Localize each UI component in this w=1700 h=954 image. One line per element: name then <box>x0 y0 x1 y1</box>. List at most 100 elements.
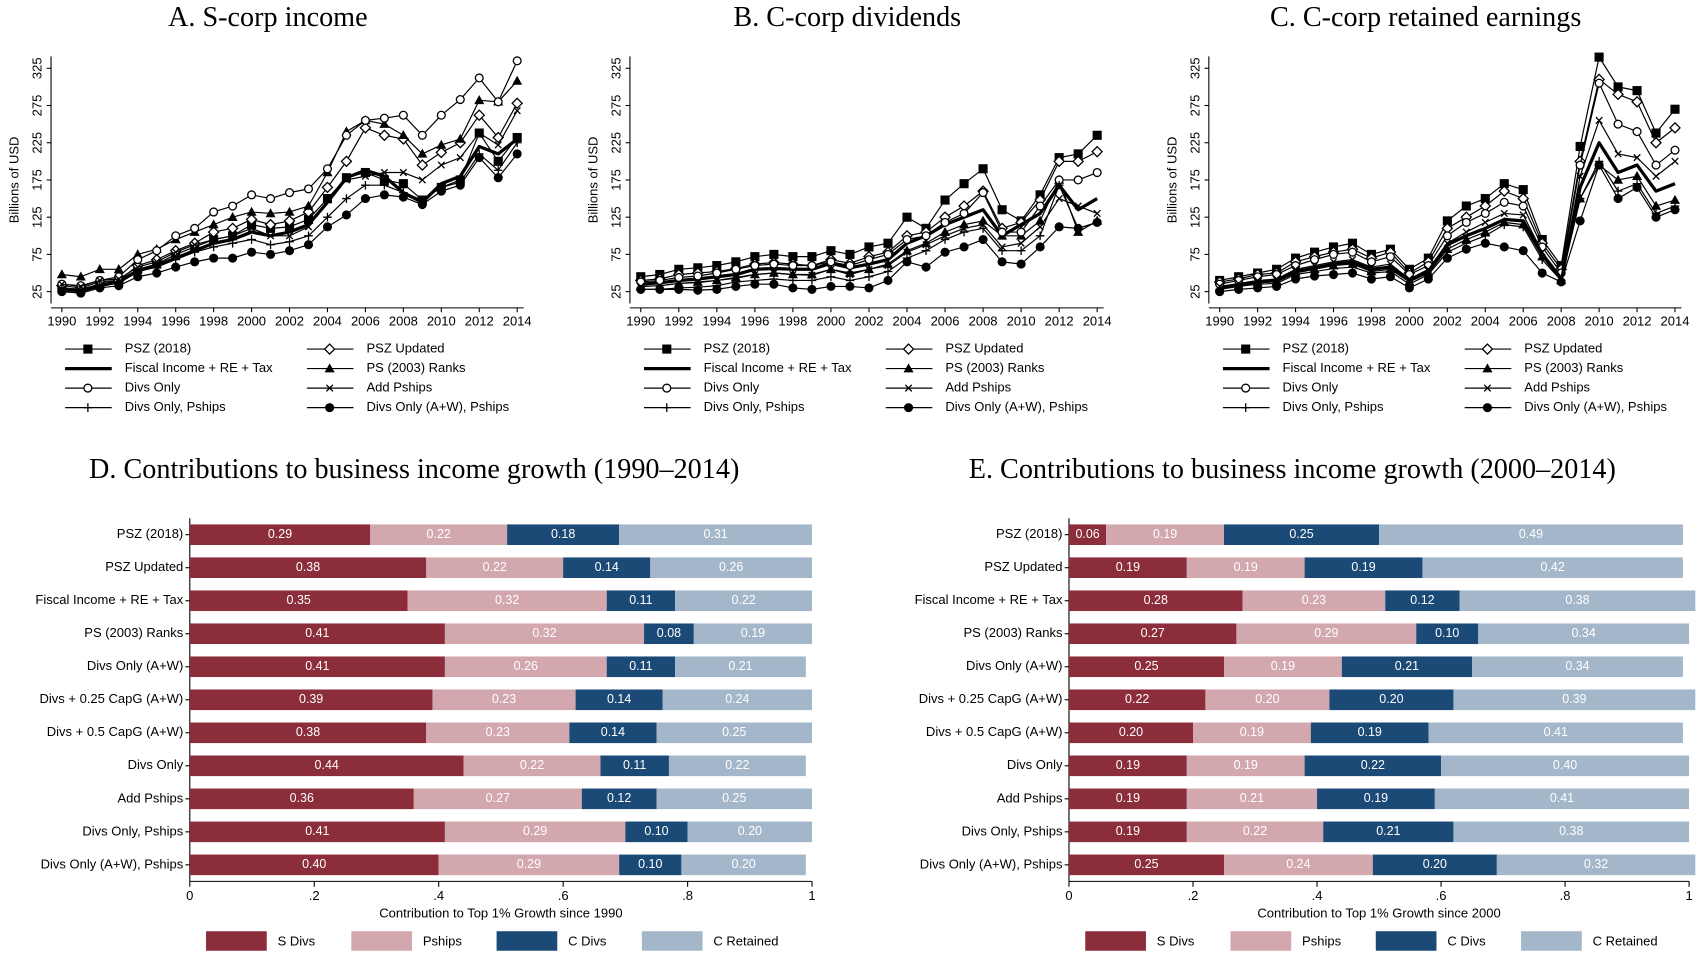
marker <box>83 383 93 393</box>
bar-segment <box>675 656 806 678</box>
marker <box>769 259 779 269</box>
value-label: 0.19 <box>1116 758 1140 772</box>
legend-swatch <box>1230 931 1292 951</box>
legend-label: Fiscal Income + RE + Tax <box>704 360 852 375</box>
marker <box>997 205 1007 215</box>
category-label: Divs + 0.5 CapG (A+W) <box>926 724 1063 739</box>
marker <box>636 277 646 287</box>
bar-segment <box>619 854 682 876</box>
marker <box>265 208 276 218</box>
category-label: PSZ Updated <box>984 559 1062 574</box>
marker <box>322 164 333 174</box>
value-label: 0.22 <box>1125 692 1149 706</box>
marker <box>1366 274 1377 284</box>
category-label: Fiscal Income + RE + Tax <box>35 592 183 607</box>
marker <box>1016 246 1026 256</box>
marker <box>1537 268 1547 278</box>
marker <box>171 248 180 256</box>
bar-segment <box>644 623 694 645</box>
marker <box>1671 157 1679 166</box>
marker <box>1461 201 1471 211</box>
marker <box>807 252 817 262</box>
marker <box>247 235 256 244</box>
marker <box>360 194 370 204</box>
marker <box>456 153 464 162</box>
marker <box>1093 209 1101 218</box>
marker <box>322 222 333 232</box>
marker <box>303 200 314 210</box>
y-tick-label: 125 <box>1187 206 1202 228</box>
marker <box>1576 172 1584 180</box>
marker <box>341 130 351 140</box>
marker <box>1442 231 1452 241</box>
category-label: Add Pships <box>997 790 1063 805</box>
marker <box>1092 130 1102 140</box>
y-axis-title: Billions of USD <box>586 137 601 224</box>
marker <box>940 217 950 227</box>
bar-segment <box>1236 623 1417 645</box>
y-tick-label: 325 <box>608 57 623 79</box>
bar-segment <box>1193 722 1311 744</box>
marker <box>133 272 143 282</box>
marker <box>845 249 855 259</box>
marker <box>228 201 238 211</box>
marker <box>1651 212 1661 222</box>
marker <box>1633 153 1641 162</box>
marker <box>902 257 912 267</box>
y-tick-label: 75 <box>29 247 44 261</box>
legend-label: PSZ Updated <box>1524 341 1602 356</box>
marker <box>1499 197 1509 207</box>
category-label: Divs Only (A+W), Pships <box>920 856 1063 871</box>
marker <box>997 246 1007 256</box>
marker <box>1328 249 1339 259</box>
marker <box>325 403 335 413</box>
bar-segment <box>619 524 813 546</box>
marker <box>1035 231 1045 241</box>
marker <box>1670 145 1680 155</box>
category-label: PS (2003) Ranks <box>963 625 1062 640</box>
marker <box>1613 174 1624 184</box>
value-label: 0.14 <box>595 560 619 574</box>
y-tick-label: 25 <box>1187 284 1202 298</box>
legend-swatch <box>1375 931 1437 951</box>
marker <box>208 219 219 229</box>
bar-segment <box>681 854 806 876</box>
marker <box>303 184 314 194</box>
legend-label: PSZ (2018) <box>1283 341 1349 356</box>
bar-segment <box>444 623 645 645</box>
marker <box>921 246 931 256</box>
bar-segment <box>650 557 813 579</box>
x-tick-label: 2004 <box>313 313 342 328</box>
x-tick-label: 2014 <box>503 313 532 328</box>
bar-segment <box>1323 821 1454 843</box>
category-label: PSZ Updated <box>105 559 183 574</box>
value-label: 0.25 <box>1134 857 1158 871</box>
legend-label: Divs Only <box>704 380 760 395</box>
value-label: 0.20 <box>1423 857 1447 871</box>
x-tick-label: 1 <box>808 888 815 903</box>
marker <box>713 276 721 285</box>
x-tick-label: 2002 <box>1433 313 1462 328</box>
marker <box>227 211 238 221</box>
x-tick-label: 2012 <box>1045 313 1074 328</box>
marker <box>226 222 239 235</box>
marker <box>693 285 703 295</box>
marker <box>1272 281 1282 291</box>
marker <box>513 107 521 115</box>
category-label: Divs Only <box>1007 757 1063 772</box>
marker <box>1405 275 1414 283</box>
marker <box>1423 274 1433 284</box>
marker <box>511 97 524 110</box>
marker <box>493 97 503 107</box>
value-label: 0.23 <box>492 692 516 706</box>
marker <box>1537 255 1547 264</box>
legend-swatch <box>1085 931 1146 951</box>
marker <box>171 255 181 264</box>
legend-label: Divs Only <box>1283 380 1339 395</box>
marker <box>1385 252 1395 262</box>
marker <box>883 267 893 276</box>
marker <box>1462 228 1471 236</box>
bar-segment <box>189 854 439 876</box>
marker <box>655 284 665 294</box>
value-label: 0.32 <box>1584 857 1608 871</box>
